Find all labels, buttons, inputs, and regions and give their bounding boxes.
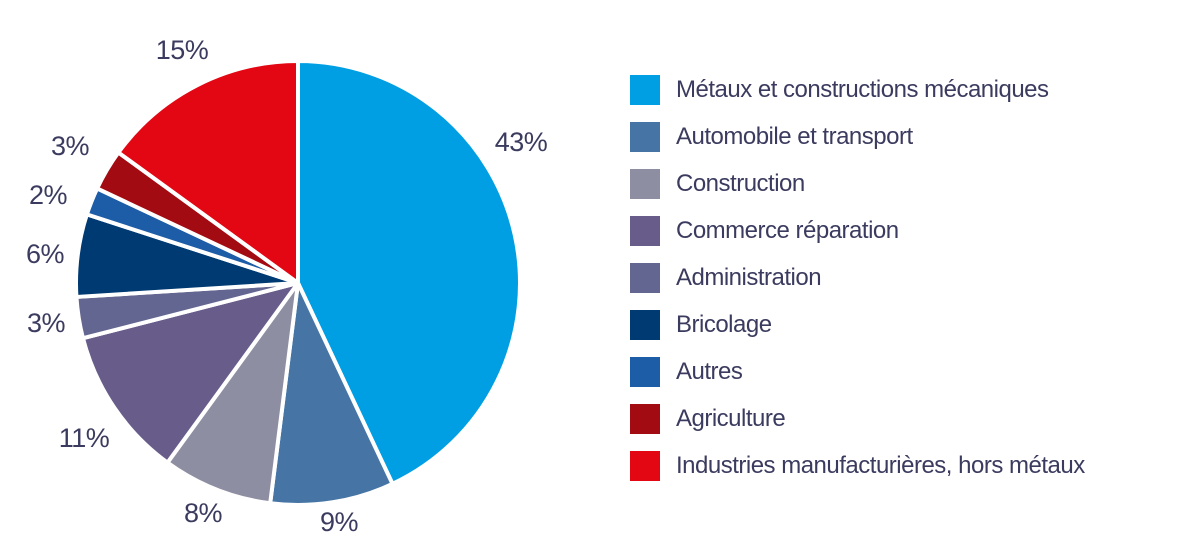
legend-swatch-icon — [630, 357, 660, 387]
chart-legend: Métaux et constructions mécaniques Automo… — [630, 75, 1085, 481]
legend-label: Automobile et transport — [676, 123, 913, 150]
legend-swatch-icon — [630, 75, 660, 105]
slice-percent-label: 8% — [184, 498, 223, 528]
legend-swatch-icon — [630, 216, 660, 246]
legend-label: Administration — [676, 264, 822, 291]
legend-label: Agriculture — [676, 405, 786, 432]
slice-percent-label: 2% — [29, 180, 68, 210]
legend-swatch-icon — [630, 451, 660, 481]
legend-label: Métaux et constructions mécaniques — [676, 76, 1049, 103]
legend-item: Métaux et constructions mécaniques — [630, 75, 1085, 105]
slice-percent-label: 3% — [51, 131, 90, 161]
legend-label: Bricolage — [676, 311, 772, 338]
legend-item: Construction — [630, 169, 1085, 199]
slice-percent-label: 9% — [320, 507, 359, 537]
slice-percent-label: 15% — [156, 35, 209, 65]
slice-percent-label: 11% — [59, 423, 110, 453]
legend-swatch-icon — [630, 404, 660, 434]
pie-slice-1 — [296, 59, 522, 486]
slice-percent-label: 3% — [27, 308, 66, 338]
pie-slice-3 — [165, 281, 300, 506]
slice-percent-label: 43% — [495, 127, 548, 157]
legend-item: Industries manufacturières, hors métaux — [630, 451, 1085, 481]
legend-swatch-icon — [630, 310, 660, 340]
legend-swatch-icon — [630, 169, 660, 199]
legend-item: Commerce réparation — [630, 216, 1085, 246]
legend-label: Industries manufacturières, hors métaux — [676, 452, 1085, 479]
legend-label: Commerce réparation — [676, 217, 899, 244]
legend-item: Automobile et transport — [630, 122, 1085, 152]
legend-swatch-icon — [630, 122, 660, 152]
pie-slice-9 — [116, 59, 300, 285]
slice-percent-label: 6% — [26, 239, 65, 269]
legend-label: Construction — [676, 170, 805, 197]
legend-item: Agriculture — [630, 404, 1085, 434]
legend-item: Administration — [630, 263, 1085, 293]
legend-label: Autres — [676, 358, 743, 385]
legend-item: Bricolage — [630, 310, 1085, 340]
pie-slice-4 — [80, 281, 300, 465]
legend-swatch-icon — [630, 263, 660, 293]
legend-item: Autres — [630, 357, 1085, 387]
pie-slice-2 — [268, 281, 395, 507]
